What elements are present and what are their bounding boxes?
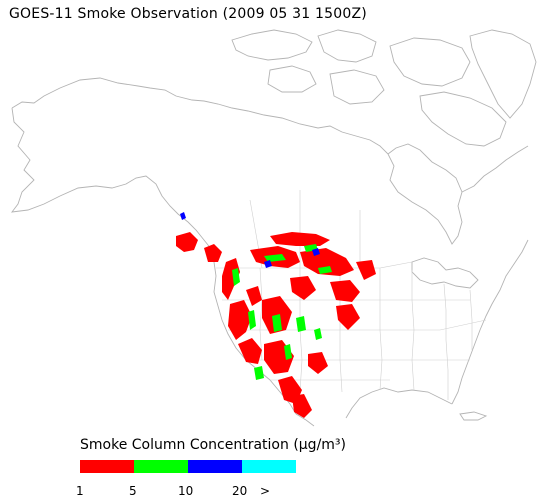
arctic-island-5	[329, 69, 385, 105]
legend-tick-label: 5	[129, 484, 137, 498]
legend-swatch-green	[134, 460, 188, 473]
legend-tick-label: >	[260, 484, 271, 498]
baja-coast	[295, 413, 315, 427]
gulf-coast	[345, 387, 453, 419]
smoke-green	[232, 244, 332, 380]
greenland-edge	[469, 29, 537, 119]
smoke-red	[176, 232, 376, 418]
atlantic-coast	[451, 239, 529, 405]
cuba-coast	[459, 411, 488, 421]
legend-color-bar	[80, 460, 296, 473]
legend-swatch-red	[80, 460, 134, 473]
pacific-coast	[211, 249, 297, 415]
smoke-map	[11, 29, 537, 427]
arctic-island-2	[317, 29, 377, 63]
smoke-layer	[176, 212, 376, 418]
map-title: GOES-11 Smoke Observation (2009 05 31 15…	[9, 6, 367, 22]
legend-tick-label: 10	[178, 484, 194, 498]
smoke-blue	[180, 212, 320, 268]
legend-tick-label: 20	[232, 484, 248, 498]
legend-title: Smoke Column Concentration (μg/m³)	[80, 437, 346, 453]
labrador-coast	[461, 145, 529, 193]
legend-tick-label: 1	[76, 484, 84, 498]
baffin-island	[419, 91, 507, 147]
hudson-bay	[387, 143, 463, 245]
legend-swatch-blue	[188, 460, 242, 473]
legend-swatch-cyan	[242, 460, 296, 473]
arctic-island-4	[267, 65, 317, 93]
arctic-island-1	[231, 29, 313, 61]
great-lakes	[411, 257, 479, 289]
arctic-island-3	[389, 37, 471, 87]
coastline-layer	[11, 29, 537, 427]
alaska-west-coast	[11, 107, 213, 251]
legend-ticks: 1 5 10 20 >	[0, 484, 540, 502]
alaska-north-coast	[11, 77, 389, 155]
